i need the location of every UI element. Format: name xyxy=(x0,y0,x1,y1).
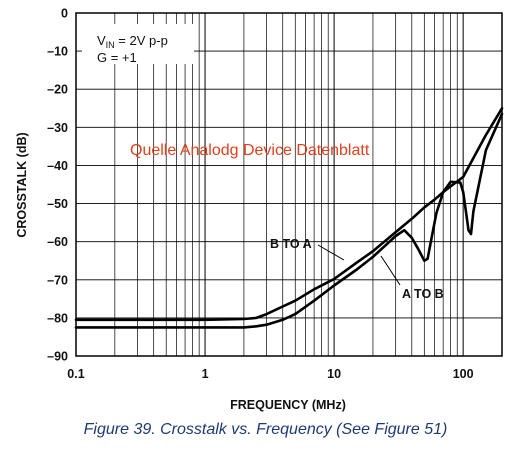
series-label-a-to-b: A TO B xyxy=(402,287,444,301)
y-axis-title: CROSSTALK (dB) xyxy=(15,132,29,237)
figure-caption: Figure 39. Crosstalk vs. Frequency (See … xyxy=(83,421,448,438)
y-tick-label: –90 xyxy=(47,350,68,364)
x-tick-label: 10 xyxy=(327,367,341,381)
y-tick-label: –40 xyxy=(47,159,68,173)
y-tick-label: –20 xyxy=(47,83,68,97)
y-tick-label: –50 xyxy=(47,197,68,211)
series-line-b-to-a xyxy=(74,107,504,322)
plot-frame xyxy=(75,12,503,357)
tick-labels: 0 –10 –20 –30 –40 –50 –60 –70 –80 –90 0.1 1 10 100 xyxy=(47,7,473,382)
y-tick-label: 0 xyxy=(61,7,68,21)
x-tick-label: 100 xyxy=(453,367,474,381)
crosstalk-chart: 0 –10 –20 –30 –40 –50 –60 –70 –80 –90 0.1 1 10 100 CR… xyxy=(15,6,504,412)
y-tick-label: –30 xyxy=(47,121,68,135)
condition-vin-value: 2V p-p xyxy=(130,33,168,48)
y-tick-label: –70 xyxy=(47,273,68,287)
x-axis-title: FREQUENCY (MHz) xyxy=(230,398,346,412)
x-tick-label: 1 xyxy=(202,367,209,381)
conditions-box xyxy=(82,24,194,64)
x-tick-label: 0.1 xyxy=(67,367,84,381)
grid-lines xyxy=(76,13,502,356)
series-line-a-to-b xyxy=(74,112,504,329)
y-tick-label: –60 xyxy=(47,235,68,249)
y-tick-label: –10 xyxy=(47,45,68,59)
series-label-b-to-a-leader xyxy=(317,244,345,261)
y-tick-label: –80 xyxy=(47,311,68,325)
condition-gain: G = +1 xyxy=(97,50,137,65)
series-label-b-to-a: B TO A xyxy=(270,237,312,251)
series-label-a-to-b-leader xyxy=(380,255,401,286)
condition-vin: VIN = 2V p-p xyxy=(97,33,168,50)
watermark-text: Quelle Analodg Device Datenblatt xyxy=(130,142,370,159)
series-lines xyxy=(74,107,504,329)
